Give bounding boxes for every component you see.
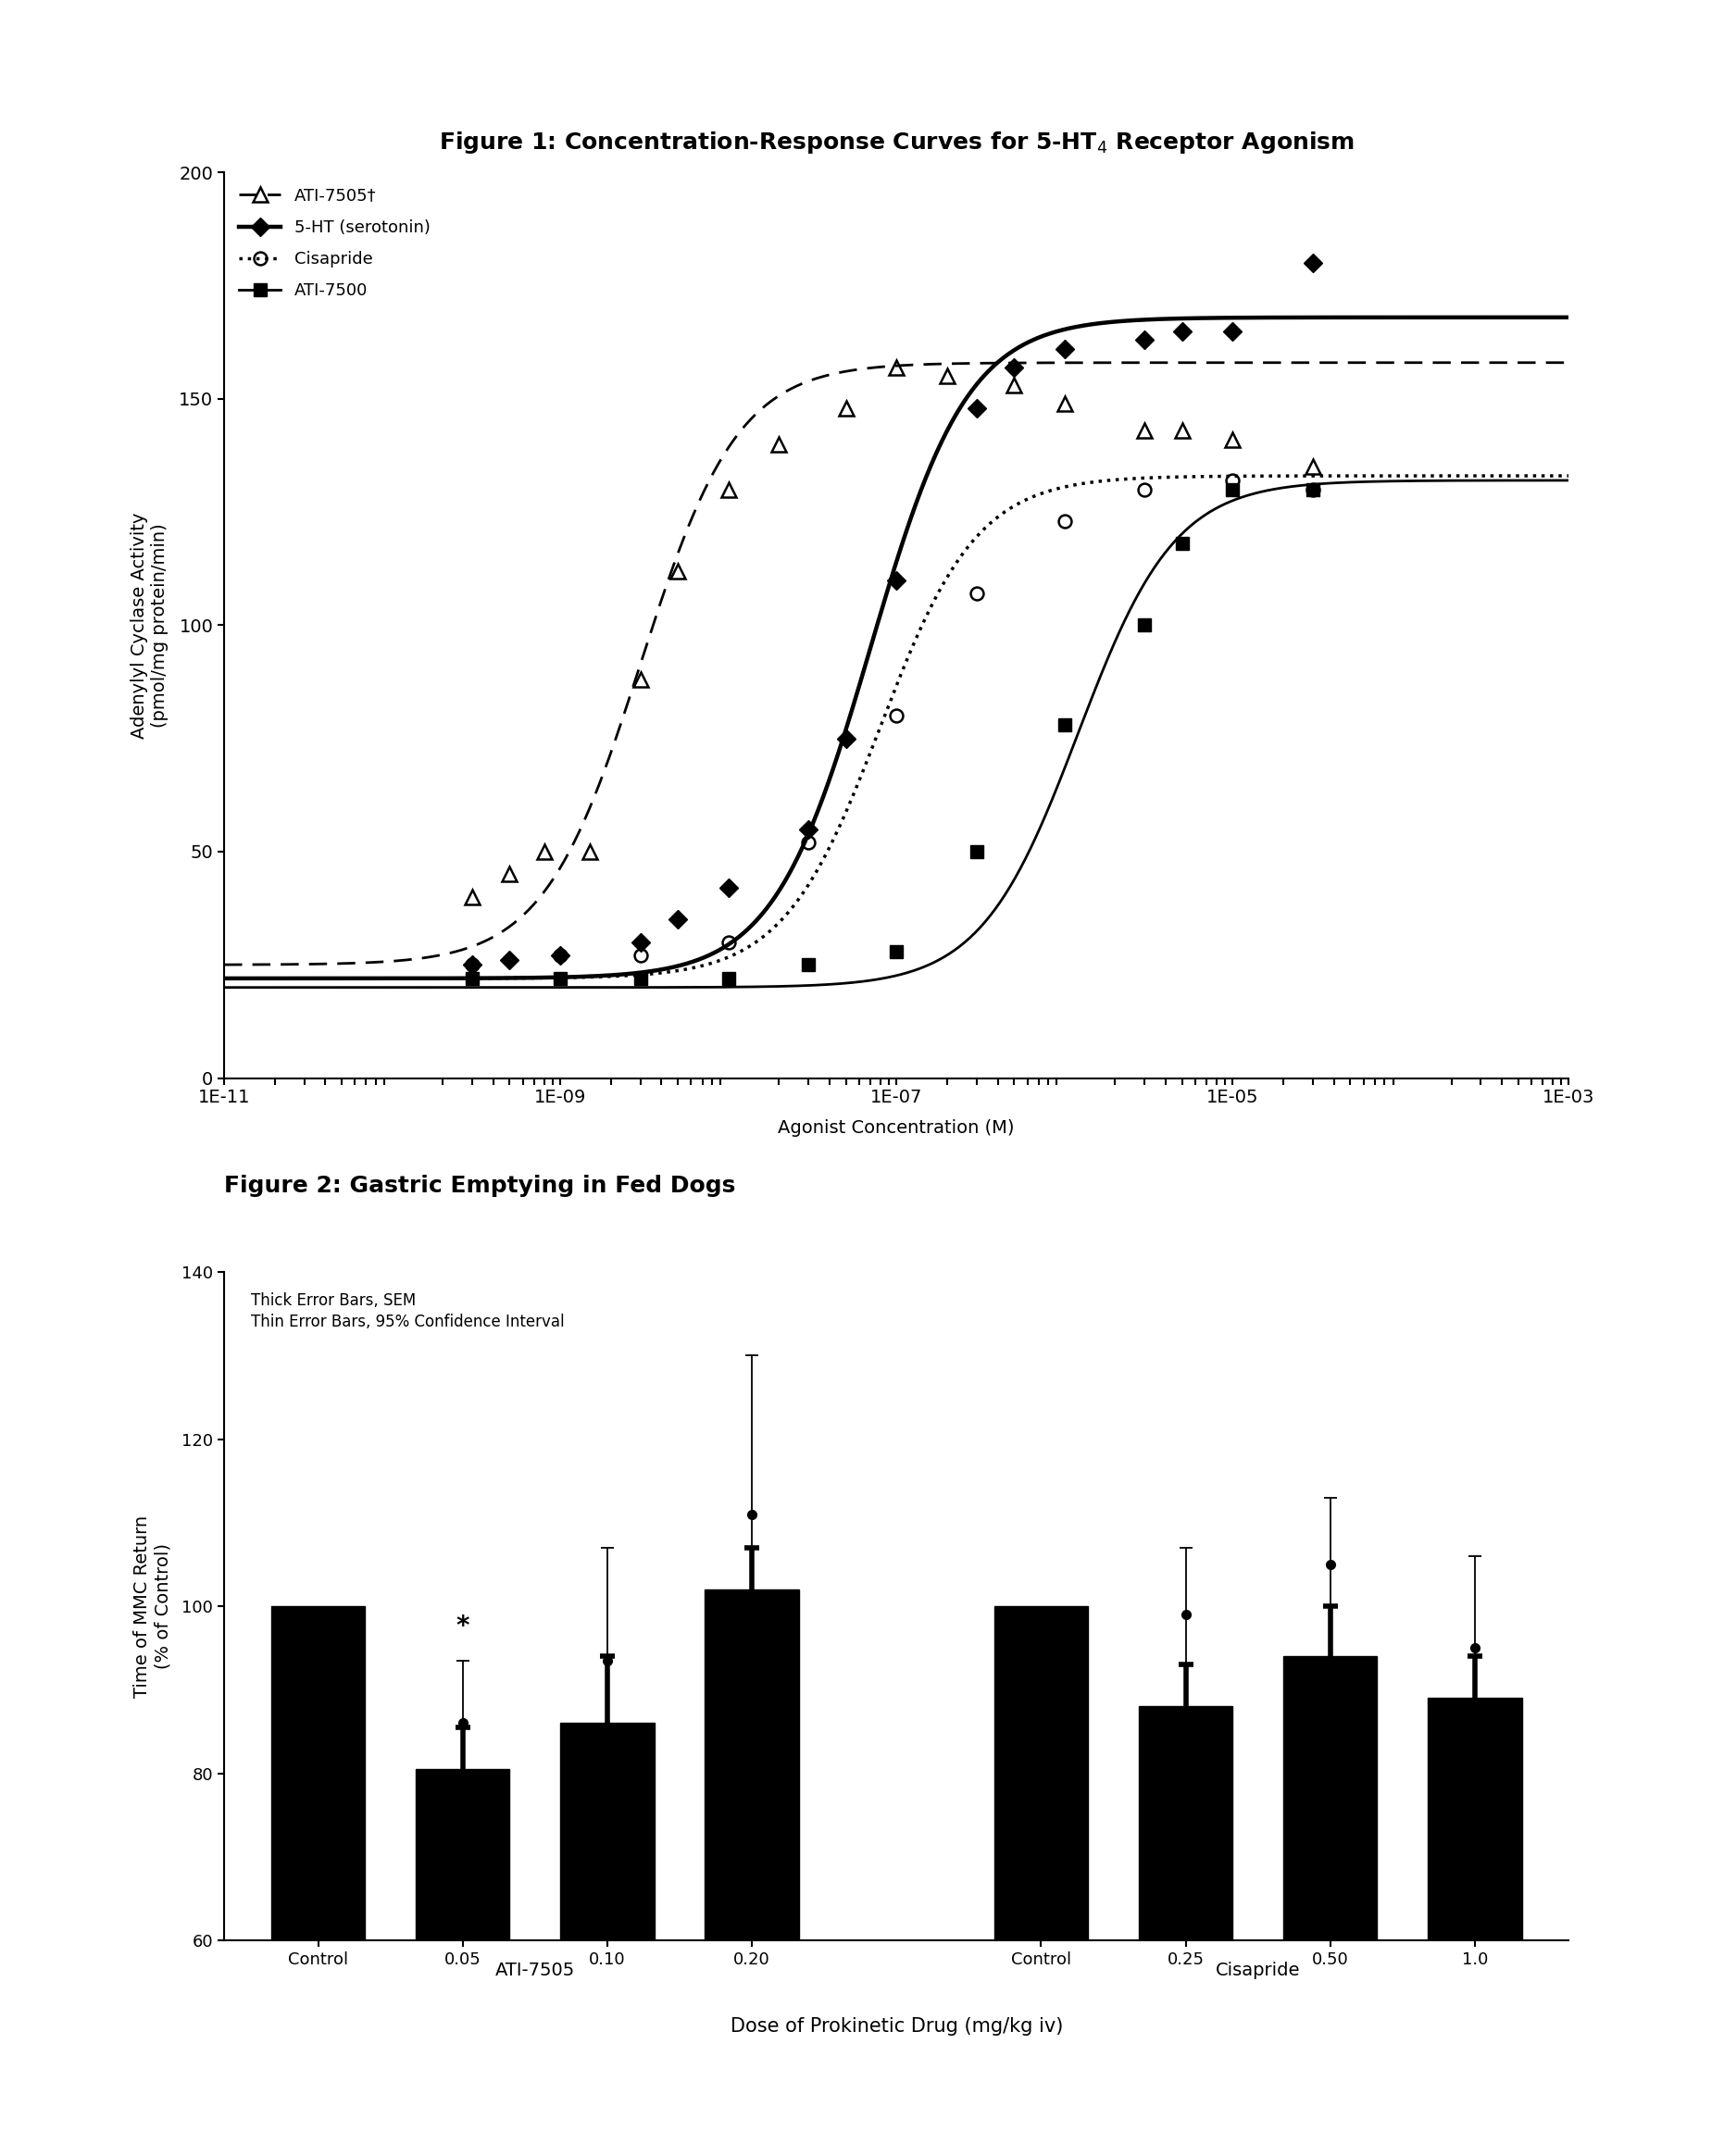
X-axis label: Agonist Concentration (M): Agonist Concentration (M) [778,1119,1015,1136]
Text: Figure 2: Gastric Emptying in Fed Dogs: Figure 2: Gastric Emptying in Fed Dogs [224,1175,736,1197]
Text: *: * [455,1613,469,1639]
Legend: ATI-7505†, 5-HT (serotonin), Cisapride, ATI-7500: ATI-7505†, 5-HT (serotonin), Cisapride, … [233,181,436,306]
Title: Figure 1: Concentration-Response Curves for 5-HT$_4$ Receptor Agonism: Figure 1: Concentration-Response Curves … [440,129,1353,155]
Bar [1283,1656,1377,1940]
Y-axis label: Adenylyl Cyclase Activity
(pmol/mg protein/min): Adenylyl Cyclase Activity (pmol/mg prote… [131,513,169,737]
Bar [705,1589,798,1940]
Bar [995,1606,1088,1940]
Bar [271,1606,365,1940]
Bar [415,1770,510,1940]
Bar [1138,1708,1233,1940]
Y-axis label: Time of MMC Return
(% of Control): Time of MMC Return (% of Control) [133,1516,171,1697]
Text: ATI-7505: ATI-7505 [495,1962,574,1979]
X-axis label: Dose of Prokinetic Drug (mg/kg iv): Dose of Prokinetic Drug (mg/kg iv) [729,2016,1064,2035]
Bar [1427,1699,1522,1940]
Text: Cisapride: Cisapride [1215,1962,1300,1979]
Bar [560,1723,655,1940]
Text: Thick Error Bars, SEM
Thin Error Bars, 95% Confidence Interval: Thick Error Bars, SEM Thin Error Bars, 9… [252,1291,564,1330]
